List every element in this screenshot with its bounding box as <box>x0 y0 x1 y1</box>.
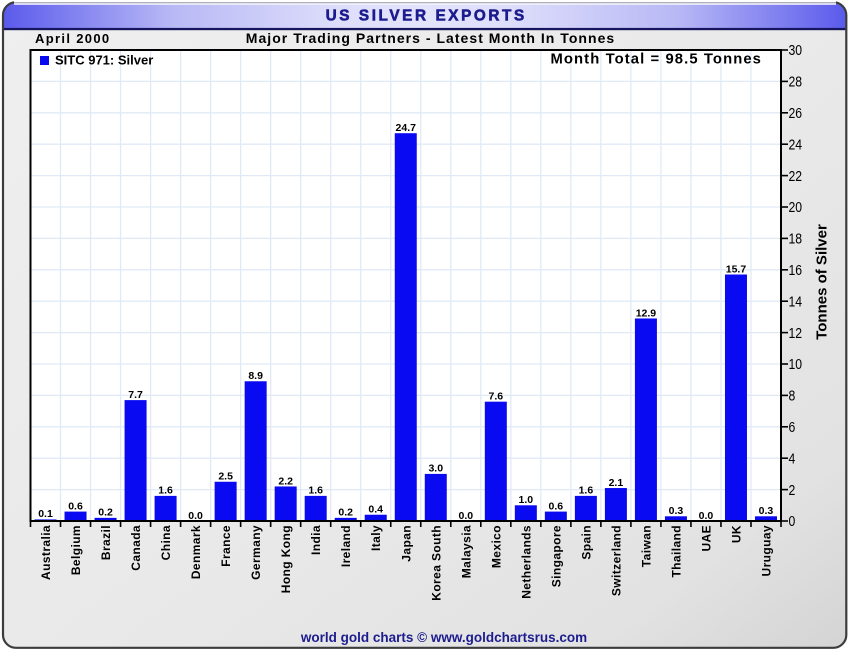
svg-text:Mexico: Mexico <box>489 525 503 568</box>
svg-text:8.9: 8.9 <box>248 370 263 382</box>
svg-text:6: 6 <box>789 420 796 436</box>
svg-text:16: 16 <box>789 263 803 279</box>
svg-text:3.0: 3.0 <box>428 463 443 475</box>
svg-text:0.4: 0.4 <box>368 504 383 516</box>
svg-text:Japan: Japan <box>399 525 413 562</box>
svg-text:Hong Kong: Hong Kong <box>279 525 293 593</box>
svg-text:0.3: 0.3 <box>669 505 684 517</box>
svg-text:Month Total = 98.5 Tonnes: Month Total = 98.5 Tonnes <box>550 52 762 68</box>
svg-text:UK: UK <box>729 525 743 543</box>
svg-text:0.0: 0.0 <box>699 510 714 522</box>
svg-text:1.6: 1.6 <box>579 485 594 497</box>
svg-text:0.3: 0.3 <box>759 505 774 517</box>
svg-text:Malaysia: Malaysia <box>459 525 473 578</box>
svg-text:28: 28 <box>789 75 803 91</box>
svg-text:15.7: 15.7 <box>726 263 747 275</box>
svg-text:7.6: 7.6 <box>489 390 504 402</box>
svg-text:Singapore: Singapore <box>549 525 563 587</box>
svg-text:Germany: Germany <box>249 525 263 580</box>
svg-text:Italy: Italy <box>369 525 383 551</box>
svg-text:0.6: 0.6 <box>68 500 83 512</box>
svg-text:0.2: 0.2 <box>338 507 353 519</box>
svg-text:30: 30 <box>789 43 803 59</box>
svg-text:0.6: 0.6 <box>549 500 564 512</box>
svg-text:24: 24 <box>789 137 803 153</box>
svg-text:SITC 971: Silver: SITC 971: Silver <box>55 53 153 68</box>
svg-text:Netherlands: Netherlands <box>519 525 533 599</box>
svg-text:1.0: 1.0 <box>519 494 534 506</box>
svg-text:China: China <box>159 525 173 560</box>
svg-text:22: 22 <box>789 169 803 185</box>
svg-text:20: 20 <box>789 200 803 216</box>
svg-text:Taiwan: Taiwan <box>639 525 653 567</box>
svg-text:Major Trading Partners - Lates: Major Trading Partners - Latest Month In… <box>246 30 615 46</box>
svg-text:12: 12 <box>789 326 803 342</box>
svg-text:2.1: 2.1 <box>609 477 624 489</box>
svg-text:0.0: 0.0 <box>458 510 473 522</box>
svg-text:UAE: UAE <box>699 525 713 552</box>
svg-text:Brazil: Brazil <box>99 525 113 560</box>
svg-text:India: India <box>309 525 323 555</box>
svg-text:10: 10 <box>789 357 803 373</box>
svg-text:Ireland: Ireland <box>339 525 353 567</box>
svg-text:0.1: 0.1 <box>38 508 53 520</box>
svg-text:0.2: 0.2 <box>98 507 113 519</box>
svg-text:0: 0 <box>789 514 796 530</box>
svg-text:Spain: Spain <box>579 525 593 560</box>
svg-text:France: France <box>219 525 233 567</box>
svg-text:2: 2 <box>789 483 796 499</box>
svg-text:US SILVER EXPORTS: US SILVER EXPORTS <box>326 8 527 25</box>
svg-text:2.2: 2.2 <box>278 475 293 487</box>
svg-text:4: 4 <box>789 451 796 467</box>
svg-text:Uruguay: Uruguay <box>759 525 773 576</box>
svg-text:Thailand: Thailand <box>669 525 683 578</box>
svg-text:world gold charts © www.goldch: world gold charts © www.goldchartsrus.co… <box>300 630 587 645</box>
svg-text:April 2000: April 2000 <box>35 31 110 46</box>
svg-text:7.7: 7.7 <box>128 389 143 401</box>
svg-text:Denmark: Denmark <box>189 525 203 579</box>
svg-text:14: 14 <box>789 294 803 310</box>
svg-text:1.6: 1.6 <box>308 485 323 497</box>
svg-text:12.9: 12.9 <box>636 307 657 319</box>
svg-text:0.0: 0.0 <box>188 510 203 522</box>
svg-text:Belgium: Belgium <box>69 525 83 575</box>
svg-text:2.5: 2.5 <box>218 471 233 483</box>
svg-text:8: 8 <box>789 389 796 405</box>
svg-text:Tonnes of Silver: Tonnes of Silver <box>814 224 831 340</box>
svg-text:Canada: Canada <box>129 525 143 571</box>
svg-text:24.7: 24.7 <box>396 122 417 134</box>
svg-text:18: 18 <box>789 232 803 248</box>
svg-text:Switzerland: Switzerland <box>609 525 623 596</box>
svg-text:1.6: 1.6 <box>158 485 173 497</box>
svg-text:Australia: Australia <box>39 525 53 580</box>
svg-text:26: 26 <box>789 106 803 122</box>
svg-text:Korea South: Korea South <box>429 525 443 601</box>
